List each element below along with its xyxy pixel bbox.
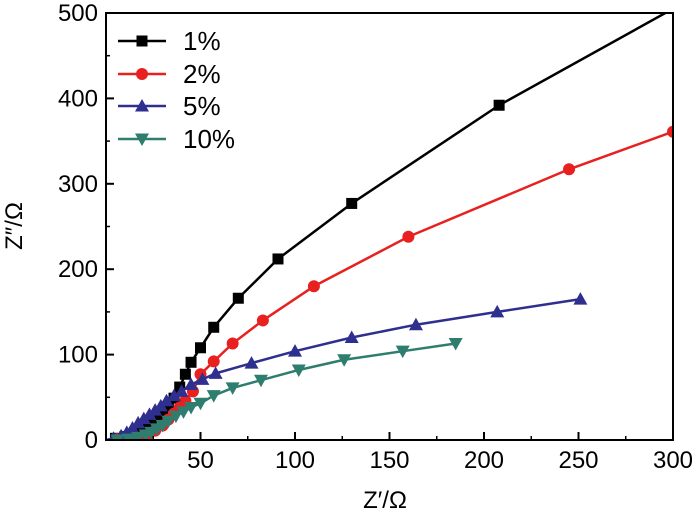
data-point-5pct-14 <box>195 372 210 385</box>
data-point-5pct-12 <box>174 384 189 397</box>
data-point-1pct-11 <box>174 381 186 393</box>
series-2pct <box>106 125 673 440</box>
data-point-2pct-14 <box>226 337 239 350</box>
x-axis-label: Z′/Ω <box>363 487 407 514</box>
data-point-1pct-12 <box>179 368 191 380</box>
data-point-10pct-9 <box>168 410 183 424</box>
data-point-1pct-14 <box>195 342 206 354</box>
legend-marker-2 <box>136 68 148 80</box>
y-tick-label-0: 0 <box>85 427 98 454</box>
legend-marker-3 <box>135 99 149 112</box>
x-tick-label-200: 200 <box>464 447 504 474</box>
data-point-5pct-13 <box>184 377 199 390</box>
data-point-10pct-15 <box>253 374 268 388</box>
x-tick-label-100: 100 <box>275 447 315 474</box>
data-point-10pct-2 <box>121 433 136 440</box>
data-point-2pct-19 <box>667 125 673 138</box>
data-point-1pct-16 <box>232 292 244 304</box>
y-axis-label: Z″/Ω <box>1 202 28 250</box>
y-tick-label-100: 100 <box>58 342 98 369</box>
data-point-2pct-13 <box>207 355 220 368</box>
data-point-2pct-17 <box>402 230 415 243</box>
data-point-1pct-15 <box>208 321 220 333</box>
x-tick-label-150: 150 <box>369 447 409 474</box>
data-point-2pct-18 <box>563 163 576 176</box>
data-point-1pct-6 <box>145 415 157 427</box>
data-point-10pct-14 <box>225 382 240 395</box>
series-10pct <box>106 337 463 440</box>
data-point-5pct-11 <box>167 388 182 402</box>
data-point-10pct-17 <box>337 354 352 367</box>
legend-marker-4 <box>135 133 149 146</box>
data-point-2pct-15 <box>256 314 269 327</box>
data-point-1pct-8 <box>157 406 169 418</box>
data-point-1pct-17 <box>272 253 284 265</box>
data-point-5pct-21 <box>573 292 588 305</box>
legend-label-4: 10% <box>183 124 235 154</box>
data-point-5pct-16 <box>244 356 259 369</box>
data-point-5pct-17 <box>288 344 302 357</box>
data-point-10pct-8 <box>161 415 176 429</box>
plot-layer <box>106 13 673 440</box>
data-point-10pct-11 <box>184 402 199 415</box>
data-point-5pct-10 <box>159 393 174 407</box>
y-tick-label-300: 300 <box>58 171 98 198</box>
data-point-5pct-19 <box>408 317 423 331</box>
y-tick-label-200: 200 <box>58 256 98 283</box>
data-point-10pct-13 <box>206 390 221 403</box>
y-tick-label-400: 400 <box>58 85 98 112</box>
data-point-1pct-19 <box>493 99 505 111</box>
data-point-2pct-16 <box>307 280 320 293</box>
x-tick-label-250: 250 <box>558 447 598 474</box>
data-point-1pct-13 <box>185 356 197 368</box>
legend: 1% 2% 5% 10% <box>118 26 235 154</box>
data-point-5pct-15 <box>208 366 223 379</box>
legend-marker-1 <box>136 35 148 47</box>
data-point-10pct-18 <box>395 345 410 359</box>
legend-label-2: 2% <box>183 59 221 89</box>
data-point-1pct-7 <box>151 411 163 423</box>
ticks-layer: 50 100 150 200 250 300 0 100 200 300 400 500 <box>58 0 693 474</box>
x-tick-label-300: 300 <box>653 447 693 474</box>
data-point-5pct-18 <box>344 330 359 344</box>
x-tick-label-50: 50 <box>187 447 214 474</box>
y-tick-label-500: 500 <box>58 0 98 27</box>
data-point-10pct-1 <box>110 434 125 440</box>
data-point-10pct-10 <box>176 406 191 419</box>
legend-label-3: 5% <box>183 91 221 121</box>
data-point-10pct-19 <box>448 337 463 351</box>
data-point-1pct-18 <box>346 197 358 209</box>
data-point-5pct-20 <box>490 304 505 318</box>
data-point-10pct-16 <box>291 364 306 377</box>
data-point-1pct-5 <box>140 419 152 431</box>
legend-label-1: 1% <box>183 26 221 56</box>
data-point-10pct-12 <box>193 397 208 411</box>
series-5pct <box>106 292 588 440</box>
